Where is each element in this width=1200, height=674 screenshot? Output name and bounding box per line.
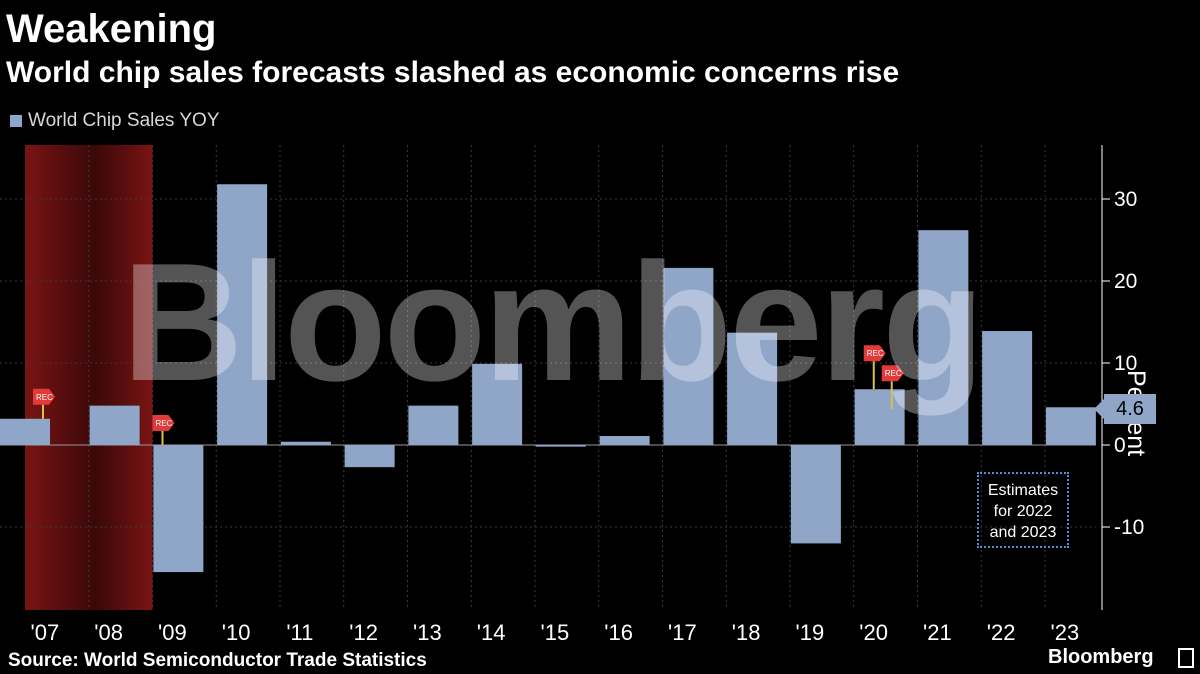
rec-marker: REC <box>33 388 55 419</box>
x-tick-label: '12 <box>349 620 378 645</box>
x-tick-label: '23 <box>1051 620 1080 645</box>
bar-'23 <box>1045 407 1096 445</box>
note-line-1: Estimates <box>987 482 1059 499</box>
estimates-note: Estimates for 2022 and 2023 <box>977 472 1069 548</box>
bar-'20 <box>854 389 905 445</box>
legend-swatch <box>10 115 22 127</box>
recession-shading <box>25 145 153 610</box>
svg-text:REC: REC <box>36 393 53 402</box>
brand-logo: Bloomberg <box>1048 646 1154 668</box>
source-note: Source: World Semiconductor Trade Statis… <box>8 650 427 671</box>
legend: World Chip Sales YOY <box>10 110 220 132</box>
bar-'12 <box>344 445 395 468</box>
rec-marker: REC <box>152 415 175 445</box>
last-value-tag: 4.6 <box>1094 394 1156 424</box>
x-tick-label: '17 <box>668 620 697 645</box>
rec-marker: REC <box>881 365 904 410</box>
note-line-3: and 2023 <box>989 524 1057 541</box>
bar-'10 <box>217 184 268 446</box>
note-line-2: for 2022 <box>993 503 1053 520</box>
bar-'11 <box>280 441 331 445</box>
x-tick-label: '16 <box>604 620 633 645</box>
x-tick-label: '21 <box>923 620 952 645</box>
x-tick-label: '13 <box>413 620 442 645</box>
svg-text:REC: REC <box>867 349 884 358</box>
bar-'17 <box>663 267 714 445</box>
x-tick-label: '22 <box>987 620 1016 645</box>
svg-text:REC: REC <box>885 369 902 378</box>
legend-label: World Chip Sales YOY <box>28 110 220 131</box>
x-tick-label: '19 <box>796 620 825 645</box>
rec-marker: REC <box>863 345 886 390</box>
bar-'21 <box>918 230 969 445</box>
x-tick-label: '20 <box>859 620 888 645</box>
x-tick-label: '09 <box>158 620 187 645</box>
x-tick-label: '08 <box>94 620 123 645</box>
bar-'15 <box>535 445 586 447</box>
y-tick-label: 30 <box>1114 188 1137 211</box>
x-tick-label: '18 <box>732 620 761 645</box>
x-tick-label: '11 <box>286 620 313 645</box>
watermark: Bloomberg <box>122 228 985 416</box>
svg-text:REC: REC <box>156 419 173 428</box>
y-tick-label: -10 <box>1114 516 1144 539</box>
x-tick-label: '10 <box>222 620 251 645</box>
bar-'22 <box>982 331 1033 445</box>
bar-'07 <box>0 418 50 445</box>
bar-'18 <box>727 332 778 445</box>
x-tick-label: '07 <box>31 620 60 645</box>
y-tick-label: 10 <box>1114 352 1137 375</box>
bar-'13 <box>408 405 459 445</box>
bar-'08 <box>89 405 140 445</box>
brand-icon <box>1178 648 1194 668</box>
bar-'14 <box>472 363 523 445</box>
y-tick-label: 20 <box>1114 270 1137 293</box>
chart-title: Weakening <box>6 7 217 51</box>
bar-'16 <box>599 435 650 445</box>
bar-'09 <box>153 445 204 573</box>
x-tick-label: '14 <box>477 620 506 645</box>
bar-'19 <box>790 445 841 544</box>
y-tick-label: 0 <box>1114 434 1126 457</box>
chart-subtitle: World chip sales forecasts slashed as ec… <box>6 56 900 89</box>
x-tick-label: '15 <box>541 620 570 645</box>
